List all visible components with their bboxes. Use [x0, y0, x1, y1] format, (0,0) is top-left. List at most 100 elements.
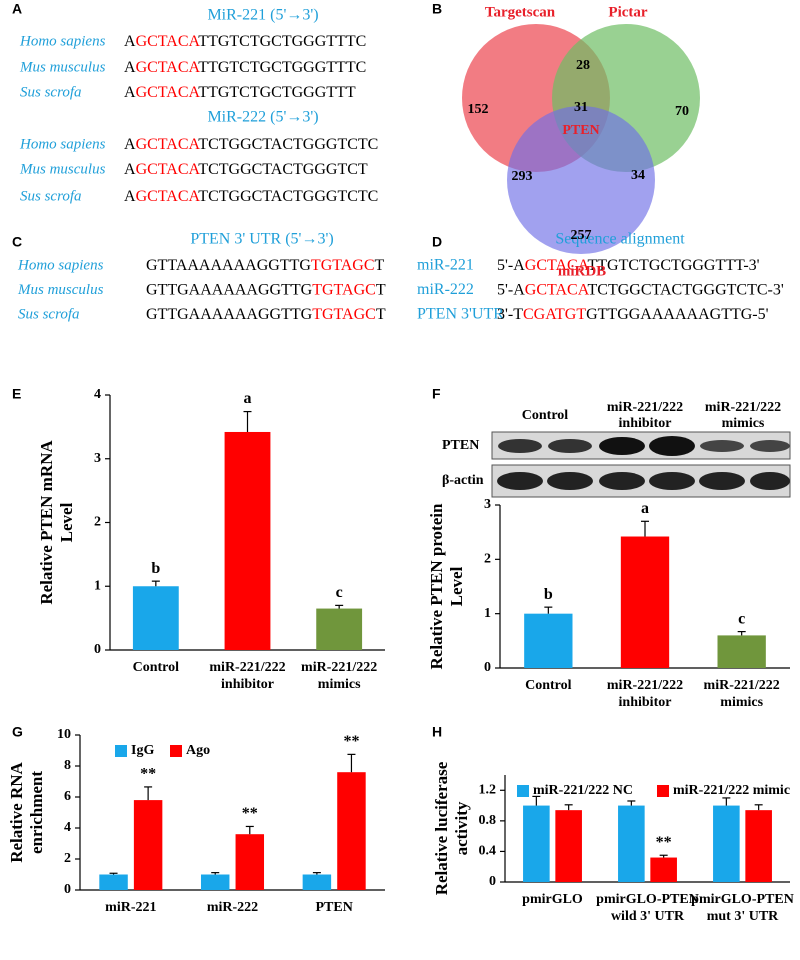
annotation: **	[656, 834, 672, 851]
sequence-part: 5'-A	[497, 257, 525, 274]
panel-label: H	[432, 724, 442, 740]
error-bar	[659, 854, 668, 858]
sequence-part: GCTACA	[136, 188, 201, 205]
bar	[620, 536, 670, 668]
legend-swatch	[657, 785, 669, 797]
legend-label: Ago	[186, 743, 210, 758]
sequence-title: Sequence alignment	[555, 231, 685, 248]
species: Homo sapiens	[19, 33, 106, 49]
legend-label: IgG	[131, 743, 154, 758]
error-bar	[211, 872, 220, 875]
sequence: GTTGAAAAAAGGTTGTGTAGCT	[146, 281, 386, 298]
legend-label: miR-221/222 NC	[533, 783, 633, 798]
y-tick-label: 2	[94, 515, 101, 530]
species: Sus scrofa	[20, 188, 82, 204]
species: Sus scrofa	[18, 306, 80, 322]
bar	[745, 810, 772, 882]
sequence-part: TCTGGCTACTGGGTCTC	[198, 136, 378, 153]
bar	[650, 857, 677, 882]
annotation: c	[738, 610, 745, 627]
y-tick-label: 1.2	[479, 783, 497, 798]
species: miR-221	[417, 257, 474, 274]
y-tick-label: 2	[484, 552, 491, 567]
x-tick-label: pmirGLO-PTEN wild 3' UTR	[596, 892, 699, 924]
sequence: AGCTACATTGTCTGCTGGGTTT	[124, 84, 356, 101]
species: Mus musculus	[17, 282, 104, 298]
x-tick-label: Control	[133, 660, 180, 675]
x-tick-label: miR-222	[207, 900, 258, 915]
text-line: inhibitor	[619, 416, 672, 431]
sequence: AGCTACATTGTCTGCTGGGTTTC	[124, 33, 366, 50]
annotation: b	[544, 586, 553, 603]
text-line: miR-221/222	[209, 660, 285, 675]
y-tick-label: 4	[64, 820, 71, 835]
band	[548, 439, 592, 453]
y-tick-label: 0	[94, 642, 101, 657]
error-bar	[109, 872, 118, 875]
text-line: activity	[452, 801, 471, 855]
error-bar	[532, 795, 541, 806]
y-axis-label: Relative PTEN mRNALevel	[37, 440, 76, 605]
error-bar	[544, 606, 553, 614]
sequence: GTTGAAAAAAGGTTGTGTAGCT	[146, 306, 386, 323]
y-tick-label: 1	[484, 606, 491, 621]
sequence-part: GCTACA	[136, 84, 201, 101]
sequence-part: TTGTCTGCTGGGTTT	[198, 84, 356, 101]
annotation: **	[242, 805, 258, 822]
sequence-part: GTTGAAAAAAGGTTG	[146, 306, 313, 323]
annotation: a	[641, 500, 649, 517]
region-count: 34	[631, 168, 645, 183]
sequence-part: TGTAGC	[312, 281, 376, 298]
legend-swatch	[170, 745, 182, 757]
region-count: 152	[468, 102, 489, 117]
bar	[302, 874, 332, 890]
species: Mus musculus	[19, 161, 106, 177]
sequence-part: TTGTCTGCTGGGTTTC	[198, 33, 366, 50]
y-tick-label: 6	[64, 789, 71, 804]
band	[700, 440, 744, 452]
bar	[99, 874, 128, 890]
panel-label: F	[432, 386, 441, 402]
sequence-part: T	[375, 257, 385, 274]
band	[599, 437, 645, 455]
bar	[555, 810, 582, 882]
text-line: mimics	[720, 695, 763, 710]
sequence-part: TGTAGC	[312, 306, 376, 323]
band	[699, 472, 745, 490]
y-tick-label: 0	[64, 882, 71, 897]
sequence: 5'-AGCTACATCTGGCTACTGGGTCTC-3'	[497, 281, 784, 298]
sequence-part: 5'-A	[497, 281, 525, 298]
region-count: 257	[571, 228, 592, 243]
region-count: 70	[675, 104, 689, 119]
sequence-part: TCTGGCTACTGGGTCT	[198, 161, 368, 178]
bar	[200, 874, 230, 890]
panel-label: D	[432, 234, 442, 250]
y-axis-label: Relative RNAenrichment	[7, 762, 46, 863]
text-line: Relative luciferase	[432, 761, 451, 895]
region-count: 293	[512, 169, 533, 184]
bar	[133, 800, 163, 890]
text-line: mimics	[318, 677, 361, 692]
text-line: inhibitor	[619, 695, 672, 710]
set-label: Pictar	[608, 4, 647, 20]
sequence-part: TCTGGCTACTGGGTCTC-3'	[588, 281, 784, 298]
sequence: AGCTACATCTGGCTACTGGGTCTC	[124, 136, 378, 153]
x-tick-label: pmirGLO-PTEN mut 3' UTR	[691, 892, 794, 924]
y-tick-label: 10	[57, 727, 71, 742]
text-line: miR-221/222	[301, 660, 377, 675]
error-bar	[754, 804, 763, 811]
text-line: mut 3' UTR	[707, 909, 779, 924]
y-axis-label: Relative PTEN proteinLevel	[427, 503, 466, 669]
sequence-part: A	[124, 84, 136, 101]
bar	[224, 431, 271, 650]
error-bar	[243, 410, 252, 432]
sequence-part: CGATGT	[523, 306, 586, 323]
species: Mus musculus	[19, 59, 106, 75]
sequence-part: 3'-T	[497, 306, 523, 323]
band	[750, 472, 790, 490]
x-tick-label: Control	[525, 678, 572, 693]
y-tick-label: 2	[64, 851, 71, 866]
panel-label: C	[12, 234, 22, 250]
annotation: a	[244, 390, 252, 407]
text-line: miR-221/222	[607, 678, 683, 693]
